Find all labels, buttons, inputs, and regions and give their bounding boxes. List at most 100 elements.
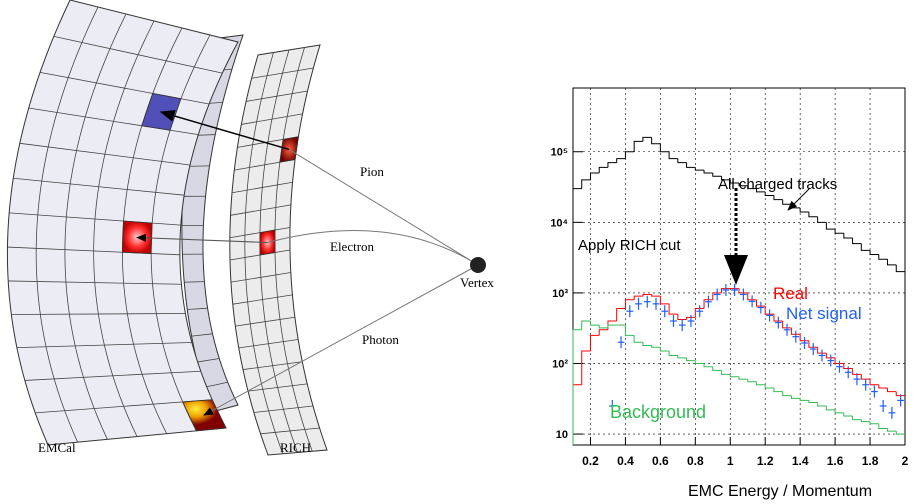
data-point — [731, 283, 738, 296]
data-point — [809, 343, 817, 356]
histogram-step — [651, 137, 661, 145]
histogram-step — [572, 188, 582, 445]
data-point — [818, 349, 826, 362]
histogram-step — [703, 363, 713, 368]
series-label: Real — [773, 284, 808, 303]
histogram-step — [755, 381, 766, 386]
histogram-step — [694, 167, 705, 171]
histogram-step — [799, 398, 809, 401]
histogram-step — [860, 374, 871, 380]
histogram-step — [764, 384, 774, 389]
data-point — [608, 399, 616, 412]
histogram-step — [668, 151, 678, 160]
histogram-step — [589, 334, 600, 352]
histogram-step — [773, 387, 783, 393]
data-point — [853, 373, 861, 386]
histogram-step — [782, 391, 792, 397]
data-point — [643, 295, 651, 308]
data-point — [774, 316, 782, 329]
data-point — [740, 288, 747, 301]
histogram-step — [572, 329, 582, 445]
emcal-back-row — [197, 358, 220, 363]
histogram-step — [825, 353, 836, 359]
histogram-step — [878, 384, 888, 389]
chart: 0.2 0.4 0.6 0.8 1 1.2 1.4 1.6 1.8 2 10 10² 10³ 10⁴ 10⁵… — [550, 87, 909, 500]
label-emcal: EMCal — [38, 440, 76, 455]
histogram-step — [747, 379, 757, 383]
series-label: Background — [610, 402, 706, 422]
histogram-step — [624, 299, 635, 309]
histogram-step — [869, 421, 879, 425]
histogram-step — [694, 308, 705, 318]
data-point — [722, 283, 730, 296]
histogram-step — [852, 237, 862, 245]
histogram-step — [869, 250, 879, 256]
histogram-step — [703, 299, 713, 309]
rich-panel-col — [244, 52, 284, 454]
histogram-step — [738, 288, 748, 294]
rich-panel — [229, 44, 328, 456]
histogram-step — [721, 176, 731, 181]
histogram-step — [860, 419, 871, 423]
histogram-step — [624, 151, 635, 159]
histogram-step — [895, 391, 905, 397]
histogram-step — [738, 376, 748, 380]
histogram-step — [790, 395, 801, 399]
y-tick-label: 10 — [556, 429, 568, 441]
series-label: All charged tracks — [718, 176, 837, 193]
histogram-step — [659, 143, 670, 153]
data-point — [844, 366, 852, 379]
histogram-step — [598, 325, 608, 329]
histogram-step — [860, 243, 871, 251]
data-point — [626, 305, 634, 318]
track — [288, 149, 479, 266]
histogram-step — [721, 288, 731, 293]
histogram-step — [747, 185, 757, 190]
histogram-step — [834, 229, 844, 234]
histogram-step — [895, 264, 905, 273]
series-label: Net signal — [786, 304, 862, 323]
histogram-step — [712, 366, 722, 371]
histogram-step — [616, 308, 626, 321]
histogram-step — [686, 162, 696, 168]
histogram-step — [651, 294, 661, 297]
histogram-step — [843, 233, 853, 239]
data-point — [748, 295, 756, 308]
histogram-step — [668, 351, 678, 356]
histogram-step — [581, 350, 591, 385]
data-point — [783, 323, 791, 336]
histogram-step — [825, 222, 836, 230]
histogram-step — [887, 387, 897, 393]
histogram-step — [581, 179, 591, 189]
histogram-step — [642, 293, 652, 297]
x-tick-label: 1.2 — [757, 454, 774, 468]
x-tick-label: 0.2 — [582, 454, 599, 468]
histogram-step — [642, 136, 652, 142]
histogram-step — [633, 335, 643, 343]
data-point — [827, 354, 835, 367]
histogram-step — [782, 320, 792, 329]
track-arrow — [136, 233, 268, 244]
histogram-step — [659, 347, 670, 352]
label-photon: Photon — [362, 332, 399, 347]
track — [267, 230, 479, 266]
histogram-step — [677, 158, 687, 164]
plot-frame — [572, 87, 906, 446]
y-tick-label: 10⁵ — [551, 147, 568, 159]
label-pion: Pion — [360, 164, 384, 179]
histogram-step — [729, 374, 739, 378]
x-tick-label: 0.4 — [617, 454, 634, 468]
histogram-step — [651, 345, 661, 348]
histogram-step — [825, 405, 836, 411]
detector-diagram: EMCal RICH Pion Electron Photon Vertex — [6, 0, 494, 456]
histogram-step — [843, 412, 853, 417]
histogram-step — [624, 325, 635, 336]
data-point — [713, 288, 721, 301]
emcal-back-row — [187, 307, 208, 310]
histogram-step — [869, 379, 879, 386]
x-tick-label: 1.6 — [827, 454, 844, 468]
data-point — [635, 297, 642, 310]
histogram-step — [755, 299, 766, 307]
histogram-step — [598, 166, 608, 173]
